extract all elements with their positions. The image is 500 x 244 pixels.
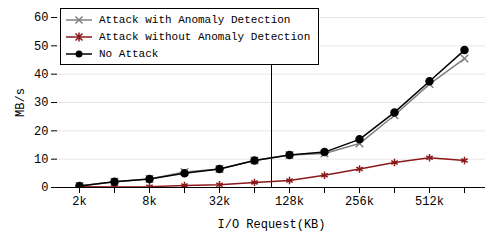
svg-text:50: 50 <box>34 40 48 54</box>
svg-text:256k: 256k <box>345 195 374 209</box>
svg-text:I/O Request(KB): I/O Request(KB) <box>217 218 325 232</box>
svg-text:128k: 128k <box>275 195 304 209</box>
svg-text:40: 40 <box>34 68 48 82</box>
svg-text:512k: 512k <box>415 195 444 209</box>
svg-text:MB/s: MB/s <box>14 88 28 117</box>
html-text:Attack with Anomaly Detection: Attack with Anomaly Detection <box>99 13 291 26</box>
svg-text:20: 20 <box>34 125 48 139</box>
html-text:No Attack: No Attack <box>99 47 159 60</box>
svg-text:0: 0 <box>41 181 48 195</box>
svg-text:30: 30 <box>34 96 48 110</box>
html-text:Attack without Anomaly Detecti: Attack without Anomaly Detection <box>99 30 311 43</box>
svg-text:10: 10 <box>34 153 48 167</box>
svg-text:60: 60 <box>34 11 48 25</box>
svg-text:2k: 2k <box>72 195 86 209</box>
svg-text:8k: 8k <box>142 195 156 209</box>
svg-text:32k: 32k <box>209 195 231 209</box>
